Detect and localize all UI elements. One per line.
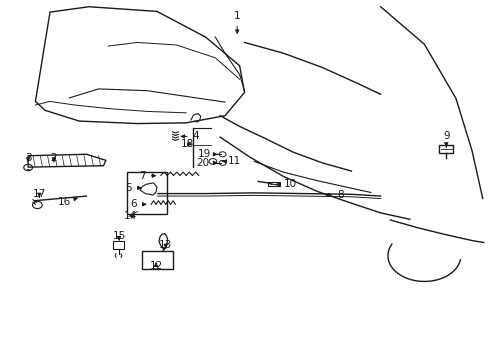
- Text: 10: 10: [276, 179, 297, 189]
- Text: 13: 13: [159, 240, 172, 250]
- Text: 2: 2: [50, 153, 57, 163]
- Bar: [267, 182, 280, 186]
- Text: 1: 1: [233, 11, 240, 33]
- Bar: [142, 251, 172, 269]
- Text: 4: 4: [181, 131, 199, 141]
- Text: 17: 17: [33, 189, 46, 199]
- Bar: [113, 242, 123, 249]
- Text: 18: 18: [180, 139, 193, 149]
- Bar: [438, 145, 452, 153]
- Bar: [126, 172, 166, 214]
- Text: 6: 6: [130, 199, 145, 209]
- Text: 20: 20: [196, 158, 216, 168]
- Text: 8: 8: [325, 190, 344, 200]
- Text: 11: 11: [222, 157, 241, 166]
- Text: 16: 16: [58, 197, 77, 207]
- Text: 9: 9: [442, 131, 448, 147]
- Text: 19: 19: [198, 149, 217, 159]
- Text: 5: 5: [125, 183, 141, 193]
- Text: 7: 7: [139, 171, 155, 181]
- Text: 15: 15: [112, 231, 125, 242]
- Text: 14: 14: [123, 211, 137, 221]
- Text: 12: 12: [149, 261, 163, 271]
- Text: 3: 3: [25, 153, 31, 163]
